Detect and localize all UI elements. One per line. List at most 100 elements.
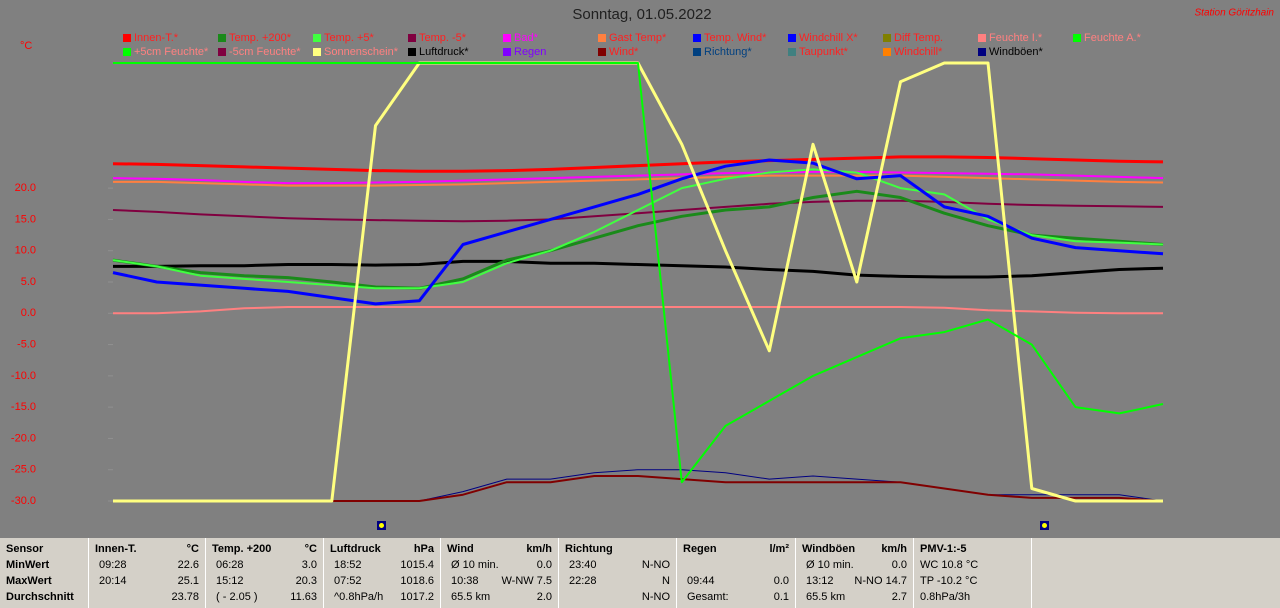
stats-row: ( - 2.05 ) 11.63 bbox=[212, 589, 317, 605]
cell-right: 1018.6 bbox=[400, 575, 434, 587]
stats-column: Temp. +200 °C 06:28 3.0 15:12 20.3 ( - 2.05 ) 1… bbox=[205, 538, 323, 608]
y-tick-label: -25.0 bbox=[11, 464, 36, 476]
cell-right: 0.1 bbox=[773, 591, 789, 603]
series-line bbox=[112, 155, 1164, 173]
cell-left: 0.8hPa/3h bbox=[920, 591, 971, 603]
cell-right: 0.0 bbox=[891, 559, 907, 571]
legend-swatch bbox=[218, 48, 226, 56]
stats-row: 20:14 25.1 bbox=[95, 573, 199, 589]
cell-left: 18:52 bbox=[334, 559, 362, 571]
row-label: Durchschnitt bbox=[6, 589, 82, 605]
column-header: Richtung bbox=[565, 541, 670, 557]
legend-label: Bad* bbox=[514, 32, 539, 44]
legend-label: Sonnenschein* bbox=[324, 46, 399, 58]
series-line bbox=[113, 475, 1164, 502]
row-label-text: MaxWert bbox=[6, 575, 52, 587]
sun-icons bbox=[377, 521, 1049, 530]
y-tick-label: 10.0 bbox=[15, 245, 36, 257]
column-header: Regen l/m² bbox=[683, 541, 789, 557]
stats-row: 22:28 N bbox=[565, 573, 670, 589]
legend-swatch bbox=[408, 34, 416, 42]
column-title: Richtung bbox=[565, 543, 613, 555]
legend-label: Temp. Wind* bbox=[704, 32, 767, 44]
cell-right: 1015.4 bbox=[400, 559, 434, 571]
column-unit: km/h bbox=[881, 543, 907, 555]
stats-row: 23.78 bbox=[95, 589, 199, 605]
legend-label: Regen bbox=[514, 46, 546, 58]
legend-swatch bbox=[408, 48, 416, 56]
cell-right: 0.0 bbox=[773, 575, 789, 587]
legend-label: Windchill* bbox=[894, 46, 943, 58]
cell-left: 65.5 km bbox=[451, 591, 491, 603]
column-unit: °C bbox=[186, 543, 199, 555]
chart: Sonntag, 01.05.2022 Station Göritzhain °… bbox=[11, 6, 1275, 530]
cell-left: 65.5 km bbox=[806, 591, 846, 603]
stats-row: 10:38 W-NW 7.5 bbox=[447, 573, 552, 589]
stats-column: Luftdruck hPa 18:52 1015.4 07:52 1018.6 ^0.8hP… bbox=[323, 538, 440, 608]
column-header: Temp. +200 °C bbox=[212, 541, 317, 557]
stats-row: 09:44 0.0 bbox=[683, 573, 789, 589]
series-line bbox=[112, 158, 1164, 306]
stats-row: ^0.8hPa/h 1017.2 bbox=[330, 589, 434, 605]
legend-swatch bbox=[503, 34, 511, 42]
series-line bbox=[112, 189, 1164, 290]
stats-row: 06:28 3.0 bbox=[212, 557, 317, 573]
row-label: Sensor bbox=[6, 541, 82, 557]
series-line bbox=[112, 168, 1164, 290]
column-unit: l/m² bbox=[769, 543, 789, 555]
stats-row: N-NO bbox=[565, 589, 670, 605]
cell-right: N-NO 14.7 bbox=[854, 575, 907, 587]
legend-swatch bbox=[788, 48, 796, 56]
legend-label: Gast Temp* bbox=[609, 32, 667, 44]
cell-right: 25.1 bbox=[177, 575, 199, 587]
stats-row: 65.5 km 2.0 bbox=[447, 589, 552, 605]
stats-row: WC 10.8 °C bbox=[920, 557, 1025, 573]
y-tick-label: -10.0 bbox=[11, 370, 36, 382]
row-label: MinWert bbox=[6, 557, 82, 573]
stats-row: 0.8hPa/3h bbox=[920, 589, 1025, 605]
column-title: Regen bbox=[683, 543, 717, 555]
y-tick-label: 20.0 bbox=[15, 182, 36, 194]
stats-column: Wind km/h Ø 10 min. 0.0 10:38 W-NW 7.5 65.5 km… bbox=[440, 538, 558, 608]
series-line bbox=[113, 306, 1163, 315]
station: Station Göritzhain bbox=[1195, 8, 1275, 19]
stats-column: PMV-1:-5 WC 10.8 °C TP -10.2 °C 0.8hPa/3h bbox=[913, 538, 1031, 608]
stats-filler bbox=[1031, 538, 1280, 608]
series-line bbox=[113, 61, 1163, 503]
legend-label: Richtung* bbox=[704, 46, 752, 58]
cell-left: 07:52 bbox=[334, 575, 362, 587]
cell-right: 2.7 bbox=[891, 591, 907, 603]
column-unit: km/h bbox=[526, 543, 552, 555]
cell-right: N-NO bbox=[641, 559, 670, 571]
legend-label: Feuchte I.* bbox=[989, 32, 1043, 44]
cell-right: 2.0 bbox=[536, 591, 552, 603]
chart-title: Sonntag, 01.05.2022 bbox=[572, 6, 711, 23]
stats-column: Innen-T. °C 09:28 22.6 20:14 25.1 23.78 bbox=[88, 538, 205, 608]
series-line bbox=[113, 62, 1164, 484]
legend-swatch bbox=[598, 34, 606, 42]
legend-swatch bbox=[313, 48, 321, 56]
stats-column: Regen l/m² 09:44 0.0 Gesamt: 0.1 bbox=[676, 538, 795, 608]
legend-swatch bbox=[693, 48, 701, 56]
y-tick-label: -30.0 bbox=[11, 495, 36, 507]
legend-swatch bbox=[978, 48, 986, 56]
legend-swatch bbox=[218, 34, 226, 42]
stats-row: Ø 10 min. 0.0 bbox=[447, 557, 552, 573]
cell-right: 0.0 bbox=[536, 559, 552, 571]
legend-swatch bbox=[123, 34, 131, 42]
legend-swatch bbox=[123, 48, 131, 56]
legend-label: Taupunkt* bbox=[799, 46, 849, 58]
cell-right: 22.6 bbox=[177, 559, 199, 571]
legend-label: Temp. +200* bbox=[229, 32, 292, 44]
cell-left: Gesamt: bbox=[687, 591, 729, 603]
row-label-text: Sensor bbox=[6, 543, 44, 555]
series-line bbox=[113, 174, 1164, 187]
cell-left: TP -10.2 °C bbox=[920, 575, 978, 587]
cell-left: Ø 10 min. bbox=[451, 559, 499, 571]
legend-swatch bbox=[503, 48, 511, 56]
y-tick-label: -15.0 bbox=[11, 401, 36, 413]
y-tick-label: 15.0 bbox=[15, 213, 36, 225]
column-title: Wind bbox=[447, 543, 474, 555]
legend-label: +5cm Feuchte* bbox=[134, 46, 209, 58]
